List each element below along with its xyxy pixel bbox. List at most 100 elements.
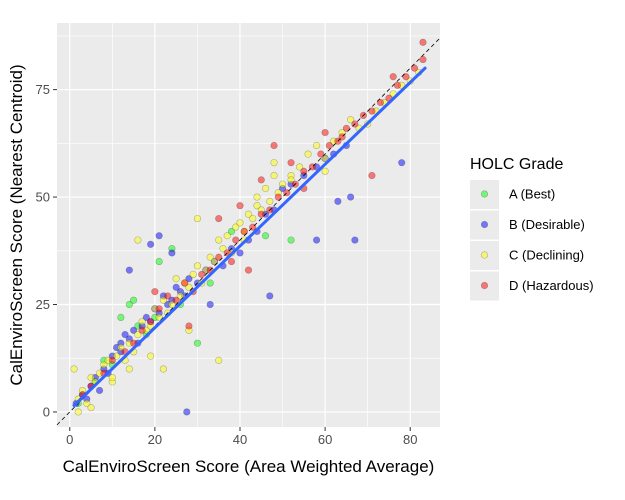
data-point-c	[215, 236, 223, 244]
data-point-b	[155, 232, 163, 240]
x-tick-label: 40	[233, 432, 247, 447]
data-point-b	[185, 275, 193, 283]
data-point-c	[206, 253, 214, 261]
data-point-b	[398, 159, 406, 167]
data-point-b	[347, 193, 355, 201]
data-point-b	[266, 292, 274, 300]
data-point-d	[181, 279, 189, 287]
data-point-c	[244, 210, 253, 218]
y-axis-title: CalEnviroScreen Score (Nearest Centroid)	[7, 64, 26, 385]
data-point-c	[347, 116, 355, 124]
data-point-d	[368, 107, 376, 115]
data-point-c	[159, 365, 167, 373]
data-point-d	[376, 98, 385, 107]
data-point-d	[147, 318, 155, 326]
data-point-c	[210, 257, 219, 266]
data-point-c	[159, 296, 167, 304]
legend-title: HOLC Grade	[470, 156, 563, 173]
data-point-a	[206, 279, 214, 287]
data-point-d	[287, 159, 295, 167]
data-point-c	[219, 245, 227, 253]
data-point-a	[193, 339, 202, 347]
data-point-a	[125, 300, 133, 309]
data-point-d	[185, 322, 193, 330]
data-point-b	[95, 386, 104, 395]
minor-gridlines	[57, 23, 440, 427]
data-point-d	[419, 55, 427, 64]
data-point-d	[198, 270, 206, 279]
data-point-b	[130, 326, 138, 334]
data-point-d	[410, 64, 419, 72]
data-point-c	[249, 214, 257, 223]
legend-label-b: B (Desirable)	[509, 217, 585, 232]
data-point-d	[393, 81, 402, 89]
data-point-d	[321, 128, 329, 137]
y-tick-label: 50	[36, 190, 50, 205]
data-point-b	[125, 266, 133, 274]
data-point-c	[83, 399, 91, 407]
data-point-c	[176, 292, 185, 300]
data-point-c	[236, 219, 244, 227]
data-point-d	[244, 266, 253, 274]
data-point-c	[108, 373, 116, 382]
data-point-b	[121, 330, 129, 339]
data-point-d	[236, 202, 244, 210]
data-point-d	[108, 356, 116, 364]
data-point-b	[206, 300, 214, 309]
data-point-d	[138, 326, 146, 334]
data-point-c	[87, 404, 95, 412]
data-point-c	[125, 365, 133, 373]
data-point-c	[278, 180, 287, 188]
y-tick-label: 75	[36, 82, 50, 97]
data-point-c	[295, 163, 304, 171]
data-point-d	[342, 124, 350, 132]
data-point-b	[334, 197, 342, 205]
data-point-b	[351, 236, 359, 244]
data-point-a	[227, 227, 236, 236]
data-point-d	[270, 141, 278, 150]
data-point-d	[257, 210, 265, 218]
data-point-d	[325, 141, 333, 150]
data-point-d	[368, 171, 376, 180]
data-point-c	[253, 193, 261, 201]
data-point-d	[317, 150, 325, 158]
data-point-c	[117, 343, 125, 352]
y-axis-ticks: 0 25 50 75	[36, 82, 57, 419]
data-point-c	[312, 141, 321, 150]
data-point-c	[134, 236, 142, 244]
data-point-d	[227, 257, 236, 266]
data-point-b	[172, 283, 180, 291]
data-point-c	[155, 313, 163, 322]
data-point-c	[261, 184, 270, 193]
data-point-c	[321, 167, 329, 175]
data-point-b	[183, 408, 191, 416]
data-point-b	[142, 313, 150, 322]
x-tick-label: 0	[66, 432, 73, 447]
data-point-c	[215, 356, 223, 364]
legend-entries: A (Best) B (Desirable) C (Declining) D (Haz…	[470, 180, 594, 301]
y-tick-label: 0	[43, 404, 50, 419]
data-point-c	[223, 232, 231, 240]
legend-label-d: D (Hazardous)	[509, 278, 594, 293]
data-point-c	[112, 352, 121, 360]
data-point-d	[257, 176, 265, 184]
data-point-c	[193, 262, 202, 270]
data-point-b	[147, 240, 155, 248]
data-point-d	[300, 167, 308, 175]
data-point-c	[189, 270, 197, 279]
data-point-c	[270, 159, 278, 167]
x-tick-label: 60	[318, 432, 332, 447]
data-point-b	[312, 236, 321, 244]
data-point-c	[287, 176, 295, 184]
data-point-d	[215, 214, 223, 223]
legend-key-a	[480, 190, 489, 198]
data-point-d	[389, 73, 397, 81]
data-point-c	[138, 318, 146, 326]
data-point-c	[87, 373, 95, 382]
data-point-a	[261, 232, 270, 240]
data-point-d	[240, 227, 248, 236]
data-point-c	[253, 202, 261, 210]
data-point-c	[270, 171, 278, 180]
data-point-d	[215, 253, 223, 261]
legend-label-c: C (Declining)	[509, 248, 584, 263]
